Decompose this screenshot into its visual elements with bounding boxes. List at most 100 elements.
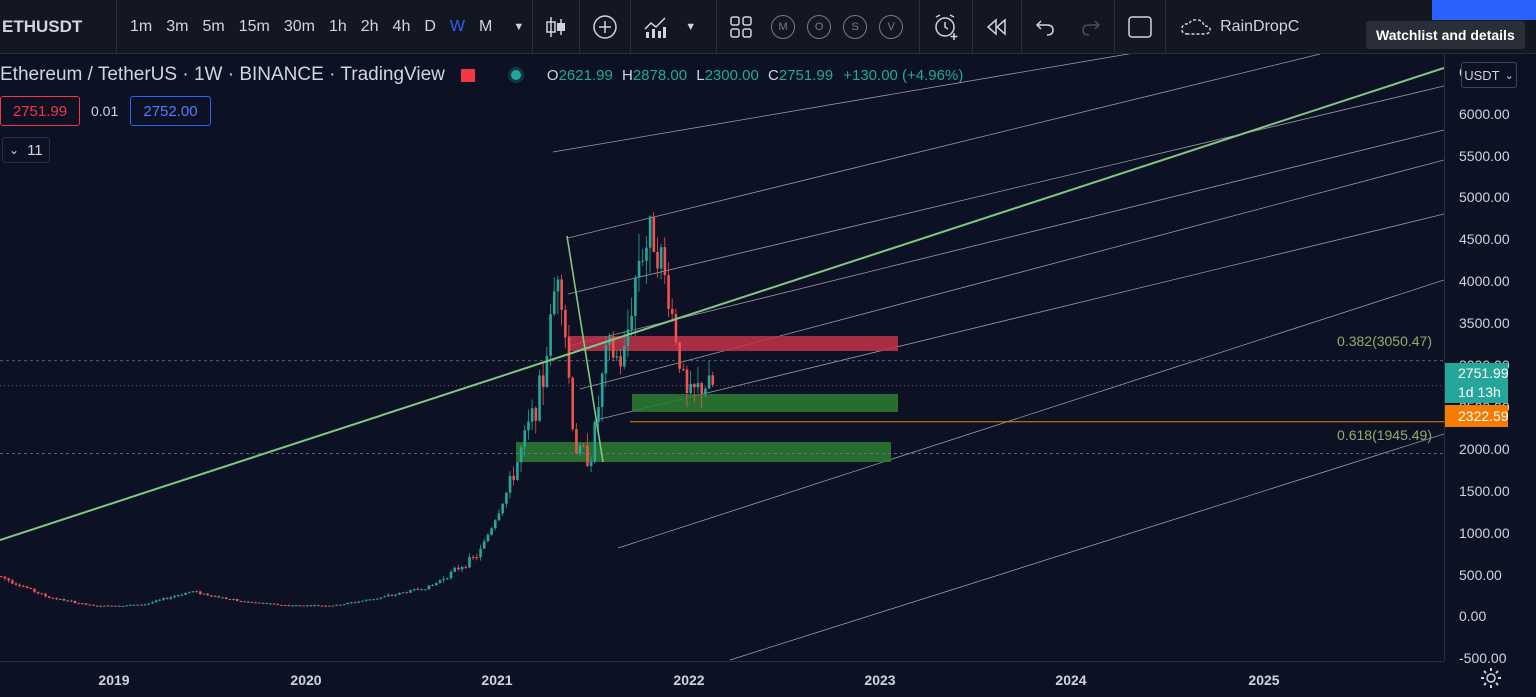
layout-name-button[interactable]: RainDropC: [1166, 17, 1299, 37]
candle-body: [188, 591, 191, 593]
time-axis[interactable]: 2019 2020 2021 2022 2023 2024 2025: [0, 661, 1444, 697]
candle-body: [180, 594, 184, 596]
undo-button[interactable]: [1022, 0, 1068, 54]
candle-body: [538, 375, 541, 421]
candle-body: [623, 346, 626, 367]
candle-body: [246, 601, 250, 603]
support-zone: [632, 394, 898, 412]
candle-body: [305, 605, 309, 607]
publish-button[interactable]: [1432, 0, 1536, 20]
candle-body: [390, 594, 394, 596]
symbol-search-button[interactable]: ETHUSDT: [2, 16, 83, 36]
candle-body: [597, 407, 600, 423]
interval-2h-button[interactable]: 2h: [360, 17, 379, 35]
candle-body: [195, 591, 198, 593]
ohlc-values: O2621.99 H2878.00 L2300.00 C2751.99 +130…: [546, 66, 964, 84]
candle-body: [213, 596, 217, 598]
price-axis-label: 6000.00: [1459, 105, 1510, 122]
interval-1h-button[interactable]: 1h: [328, 17, 347, 35]
interval-5m-button[interactable]: 5m: [202, 17, 225, 35]
candle-body: [283, 605, 287, 607]
candle-body: [3, 576, 7, 579]
interval-m-button[interactable]: M: [479, 17, 493, 35]
indicators-add-button[interactable]: [580, 0, 630, 54]
indicators-chevron-down-icon[interactable]: ▼: [685, 20, 697, 33]
time-axis-label: 2020: [290, 672, 322, 688]
time-axis-label: 2025: [1248, 672, 1280, 688]
letter-s-button[interactable]: S: [843, 14, 868, 39]
toolbar-divider: [716, 0, 718, 54]
candle-body: [261, 602, 265, 604]
candle-body: [545, 355, 549, 387]
candle-body: [132, 604, 136, 606]
candle-body: [114, 605, 117, 607]
interval-chevron-down-icon[interactable]: ▼: [513, 20, 525, 33]
close-value: 2751.99: [778, 66, 834, 84]
candle-body: [84, 603, 88, 605]
candle-body: [379, 597, 383, 599]
candle-body: [394, 594, 398, 596]
candle-body: [232, 598, 235, 600]
price-axis[interactable]: 6500.006000.005500.005000.004500.004000.…: [1444, 54, 1536, 666]
interval-4h-button[interactable]: 4h: [392, 17, 411, 35]
interval-30m-button[interactable]: 30m: [283, 17, 315, 35]
redo-button[interactable]: [1068, 0, 1114, 54]
candle-body: [165, 598, 169, 600]
currency-select[interactable]: USDT ⌄: [1461, 62, 1517, 88]
letter-v-button[interactable]: V: [879, 14, 904, 39]
sell-button[interactable]: 2751.99: [0, 96, 80, 126]
interval-d-button[interactable]: D: [424, 17, 436, 35]
gear-icon[interactable]: [1480, 667, 1502, 689]
price-axis-label: 0.00: [1459, 608, 1487, 625]
candle-body: [696, 383, 700, 388]
interval-1m-button[interactable]: 1m: [130, 17, 153, 35]
candle-body: [549, 314, 552, 356]
candle-body: [589, 461, 593, 466]
candle-body: [265, 602, 269, 604]
interval-3m-button[interactable]: 3m: [166, 17, 189, 35]
candle-body: [604, 344, 608, 374]
candle-body: [55, 598, 58, 600]
indicators-collapse-toggle[interactable]: ⌄ 11: [2, 137, 50, 163]
candle-body: [14, 583, 18, 585]
interval-15m-button[interactable]: 15m: [238, 17, 270, 35]
candle-body: [206, 593, 210, 596]
candle-body: [670, 308, 674, 314]
time-axis-label: 2021: [481, 672, 513, 688]
candle-body: [291, 605, 294, 607]
price-axis-label: 2000.00: [1459, 440, 1510, 457]
flag-icon[interactable]: [460, 68, 475, 82]
candle-body: [575, 429, 578, 454]
candle-body: [412, 589, 416, 591]
candle-body: [151, 602, 154, 604]
toolbar-divider: [919, 0, 921, 54]
candle-body: [221, 597, 224, 599]
chart-type-candles-button[interactable]: [533, 0, 579, 54]
candle-body: [490, 528, 493, 535]
alert-button[interactable]: [920, 0, 972, 54]
candle-body: [176, 595, 180, 597]
candle-body: [630, 315, 633, 330]
indicators-button[interactable]: ▼: [631, 0, 716, 54]
support-zone: [516, 442, 891, 462]
candle-body: [77, 603, 81, 605]
candle-body: [29, 587, 33, 589]
candle-body: [191, 591, 195, 593]
price-chart-canvas[interactable]: 0.382(3050.47) 0.618(1945.49): [0, 54, 1444, 661]
candle-body: [586, 445, 589, 466]
letter-o-button[interactable]: O: [807, 14, 832, 39]
candle-body: [523, 430, 527, 448]
symbol-title: Ethereum / TetherUS · 1W · BINANCE · Tra…: [0, 64, 445, 85]
change-value: +130.00 (+4.96%): [843, 66, 964, 84]
templates-button[interactable]: [717, 0, 765, 54]
candle-body: [501, 503, 504, 514]
letter-m-button[interactable]: M: [771, 14, 796, 39]
candle-body: [704, 388, 707, 394]
replay-button[interactable]: [973, 0, 1021, 54]
cloud-icon: [1181, 18, 1211, 35]
candle-body: [442, 579, 445, 581]
candle-body: [493, 520, 497, 529]
fullscreen-button[interactable]: [1115, 0, 1165, 54]
buy-button[interactable]: 2752.00: [130, 96, 211, 126]
interval-w-button[interactable]: W: [449, 17, 466, 35]
